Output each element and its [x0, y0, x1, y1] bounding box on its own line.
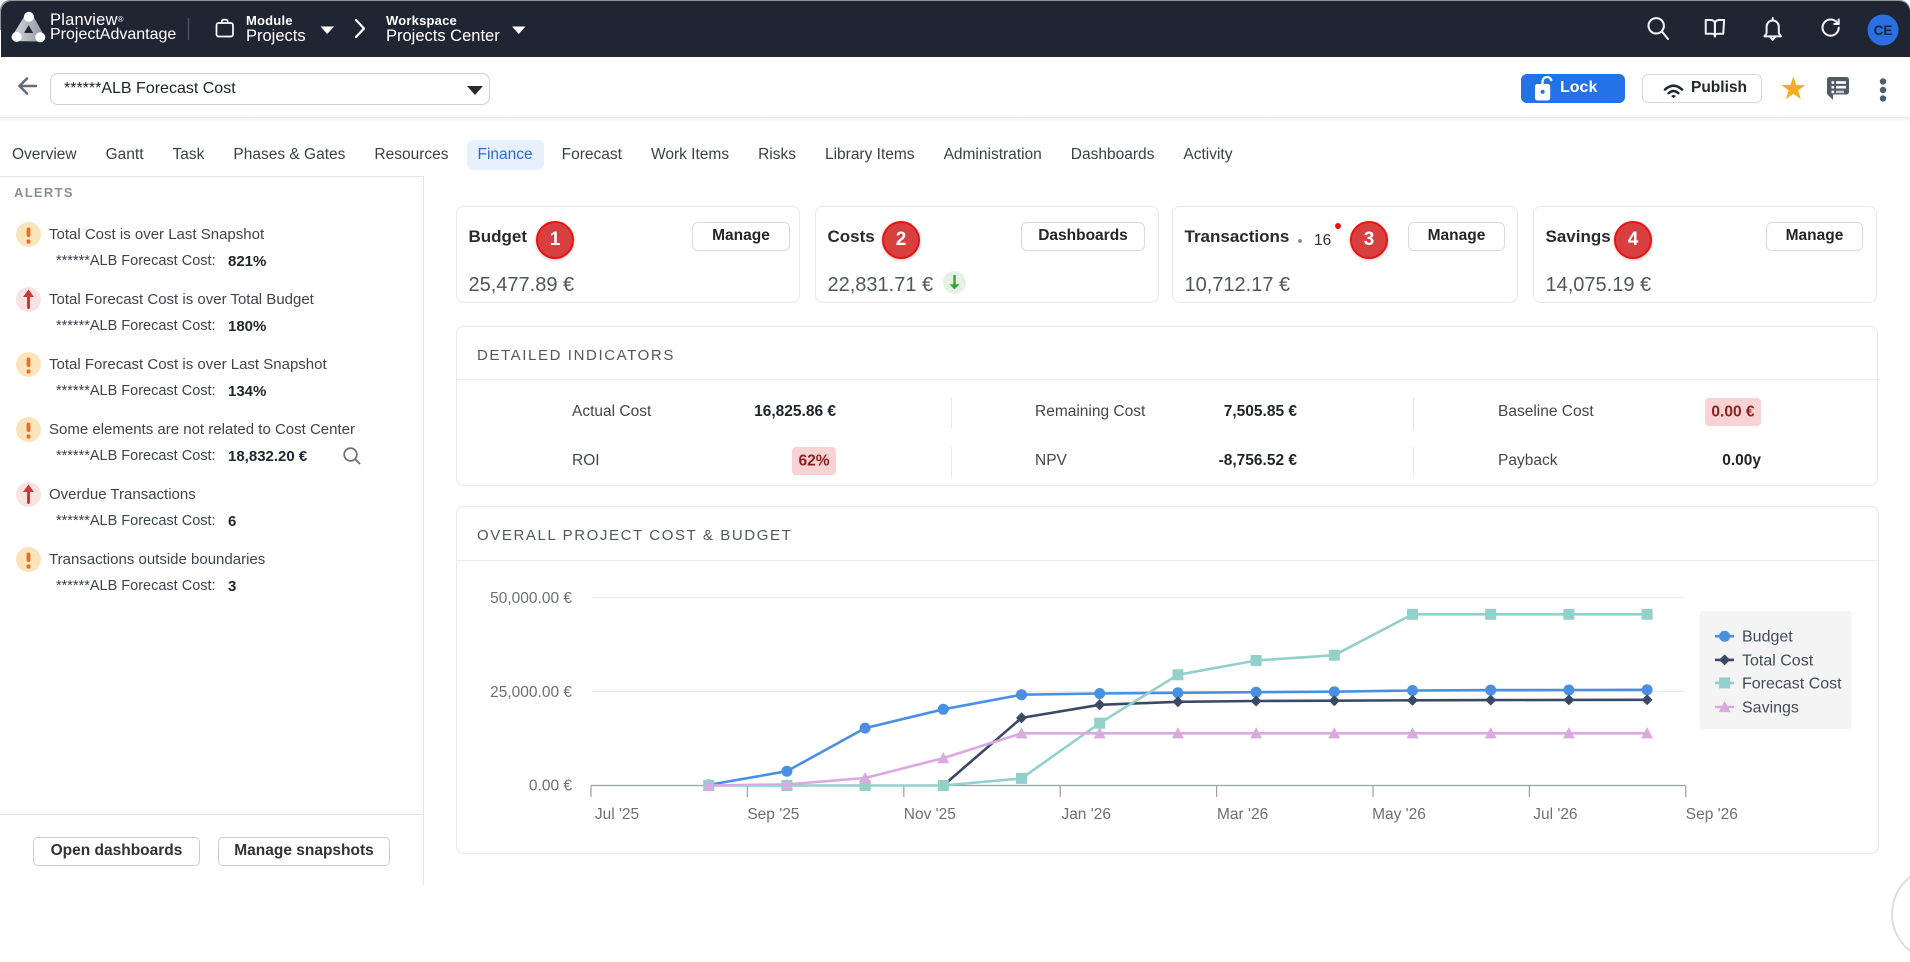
svg-text:Sep '26: Sep '26	[1686, 806, 1738, 823]
svg-text:Sep '25: Sep '25	[747, 806, 799, 823]
svg-text:Jan '26: Jan '26	[1061, 806, 1111, 823]
svg-text:CE: CE	[1874, 23, 1893, 38]
svg-text:0.00 €: 0.00 €	[529, 778, 572, 795]
svg-text:Jul '25: Jul '25	[595, 806, 639, 823]
svg-text:Savings: Savings	[1742, 700, 1799, 717]
svg-text:25,000.00 €: 25,000.00 €	[490, 684, 572, 701]
svg-text:50,000.00 €: 50,000.00 €	[490, 590, 572, 607]
svg-text:May '26: May '26	[1372, 806, 1426, 823]
svg-text:Jul '26: Jul '26	[1533, 806, 1577, 823]
svg-text:Budget: Budget	[1742, 629, 1793, 646]
svg-text:Forecast Cost: Forecast Cost	[1742, 675, 1842, 692]
svg-text:Nov '25: Nov '25	[904, 806, 956, 823]
svg-text:Total Cost: Total Cost	[1742, 652, 1814, 669]
svg-text:Mar '26: Mar '26	[1217, 806, 1268, 823]
